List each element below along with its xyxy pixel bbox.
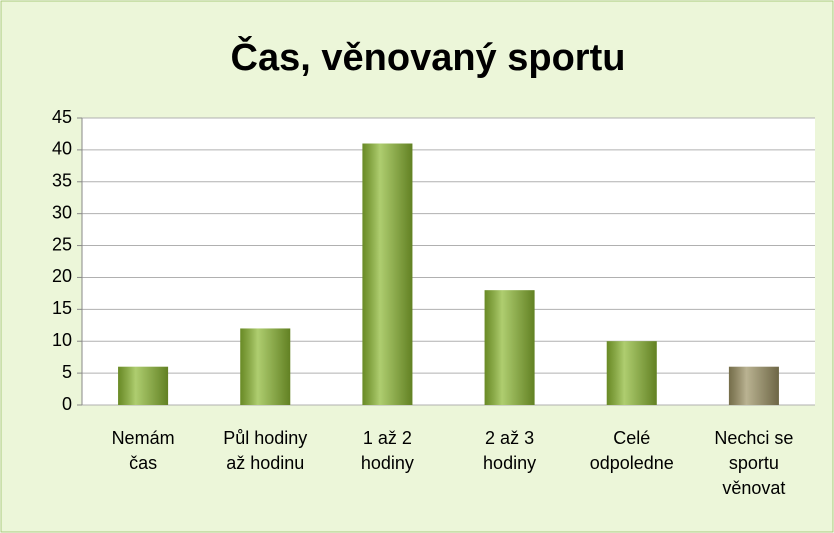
x-tick-label: Celé odpoledne (589, 428, 674, 473)
y-tick-label: 30 (52, 202, 72, 222)
bar-shine (240, 328, 291, 405)
y-tick-label: 35 (52, 171, 72, 191)
y-tick-label: 40 (52, 139, 72, 159)
y-tick-label: 20 (52, 266, 72, 286)
bar-shine (484, 290, 535, 405)
y-tick-label: 25 (52, 234, 72, 254)
y-tick-label: 5 (62, 362, 72, 382)
y-tick-label: 10 (52, 330, 72, 350)
bar-shine (118, 366, 169, 405)
x-tick-label: Nemám čas (111, 428, 175, 473)
y-tick-label: 0 (62, 394, 72, 414)
bar-shine (362, 143, 413, 405)
x-tick-label: 2 až 3 hodiny (483, 428, 537, 473)
bar-shine (728, 366, 779, 405)
bar-shine (606, 341, 657, 405)
x-tick-label: Nechci se sportu věnovat (714, 428, 794, 498)
x-tick-label: 1 až 2 hodiny (360, 428, 414, 473)
x-tick-label: Půl hodiny až hodinu (223, 428, 308, 473)
y-tick-label: 15 (52, 298, 72, 318)
plot-area (82, 118, 815, 405)
y-tick-label: 45 (52, 107, 72, 127)
chart-title: Čas, věnovaný sportu (231, 34, 626, 79)
